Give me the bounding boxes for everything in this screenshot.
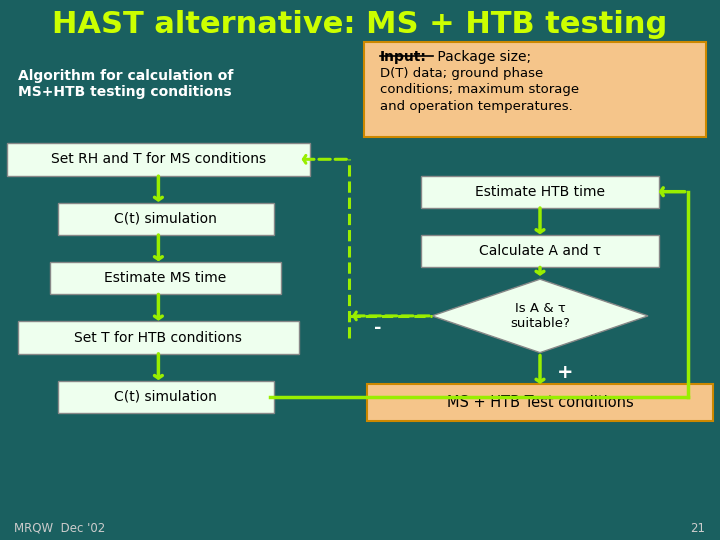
FancyBboxPatch shape: [421, 176, 659, 208]
Text: -: -: [374, 319, 382, 338]
FancyBboxPatch shape: [58, 381, 274, 413]
Text: HAST alternative: MS + HTB testing: HAST alternative: MS + HTB testing: [53, 10, 667, 39]
Text: +: +: [557, 363, 573, 382]
FancyBboxPatch shape: [367, 384, 713, 421]
Text: Estimate MS time: Estimate MS time: [104, 271, 227, 285]
Text: Set RH and T for MS conditions: Set RH and T for MS conditions: [51, 152, 266, 166]
FancyBboxPatch shape: [421, 235, 659, 267]
FancyBboxPatch shape: [7, 143, 310, 176]
Text: Estimate HTB time: Estimate HTB time: [475, 185, 605, 199]
FancyBboxPatch shape: [364, 42, 706, 137]
Text: Input:: Input:: [380, 50, 427, 64]
Text: Calculate A and τ: Calculate A and τ: [479, 244, 601, 258]
Polygon shape: [432, 279, 648, 353]
Text: C(t) simulation: C(t) simulation: [114, 212, 217, 226]
Text: Package size;: Package size;: [433, 50, 531, 64]
Text: Algorithm for calculation of
MS+HTB testing conditions: Algorithm for calculation of MS+HTB test…: [18, 69, 233, 99]
Text: Set T for HTB conditions: Set T for HTB conditions: [74, 330, 243, 345]
FancyBboxPatch shape: [50, 262, 281, 294]
Text: MRQW  Dec '02: MRQW Dec '02: [14, 522, 106, 535]
Text: MS + HTB Test conditions: MS + HTB Test conditions: [446, 395, 634, 410]
Text: D(T) data; ground phase
conditions; maximum storage
and operation temperatures.: D(T) data; ground phase conditions; maxi…: [380, 67, 580, 113]
Text: 21: 21: [690, 522, 706, 535]
FancyBboxPatch shape: [18, 321, 299, 354]
FancyBboxPatch shape: [58, 202, 274, 235]
Text: Is A & τ
suitable?: Is A & τ suitable?: [510, 302, 570, 330]
Text: C(t) simulation: C(t) simulation: [114, 390, 217, 404]
